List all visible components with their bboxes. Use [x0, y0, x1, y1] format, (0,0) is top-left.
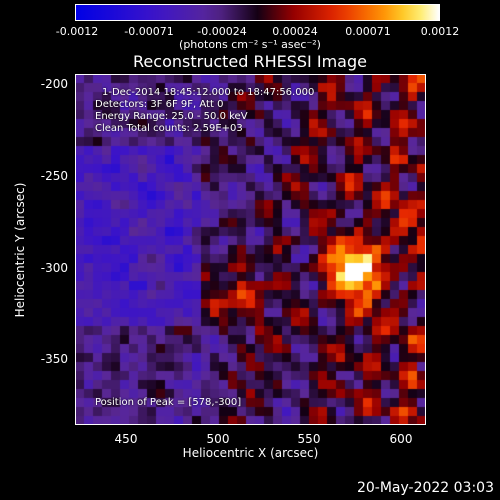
- x-tick-label: 500: [206, 432, 230, 446]
- y-tick-label: -200: [40, 77, 68, 91]
- colorbar-tick-label: -0.00024: [197, 25, 247, 38]
- detectors-label: Detectors: 3F 6F 9F, Att 0: [95, 99, 224, 110]
- x-tick-label: 600: [389, 432, 413, 446]
- time-range-label: 1-Dec-2014 18:45:12.000 to 18:47:56.000: [102, 87, 315, 98]
- colorbar: [75, 4, 440, 21]
- plot-frame: [75, 74, 426, 425]
- image-title: Reconstructed RHESSI Image: [133, 52, 367, 71]
- x-axis-label: Heliocentric X (arcsec): [182, 446, 319, 460]
- energy-range-label: Energy Range: 25.0 - 50.0 keV: [95, 111, 248, 122]
- colorbar-tick-label: 0.0012: [420, 25, 460, 38]
- footer-date: 20-May-2022 03:03: [356, 480, 494, 496]
- y-tick-label: -250: [40, 169, 68, 183]
- colorbar-tick-label: 0.00024: [272, 25, 318, 38]
- colorbar-tick-label: -0.00071: [124, 25, 174, 38]
- x-tick-label: 550: [297, 432, 321, 446]
- rhessi-image: 1-Dec-2014 18:45:12.000 to 18:47:56.000 …: [75, 74, 426, 425]
- y-axis-label: Heliocentric Y (arcsec): [13, 182, 27, 318]
- colorbar-tick-label: -0.0012: [55, 25, 99, 38]
- clean-counts-label: Clean Total counts: 2.59E+03: [95, 123, 243, 134]
- colorbar-ticks: -0.0012 -0.00071 -0.00024 0.00024 0.0007…: [0, 0, 500, 40]
- x-tick-label: 450: [114, 432, 138, 446]
- colorbar-units: (photons cm⁻² s⁻¹ asec⁻²): [179, 38, 321, 51]
- y-tick-label: -350: [40, 352, 68, 366]
- colorbar-tick-label: 0.00071: [345, 25, 391, 38]
- y-tick-label: -300: [40, 261, 68, 275]
- image-heatmap: [75, 74, 426, 425]
- peak-position-label: Position of Peak = [578,-300]: [95, 397, 242, 408]
